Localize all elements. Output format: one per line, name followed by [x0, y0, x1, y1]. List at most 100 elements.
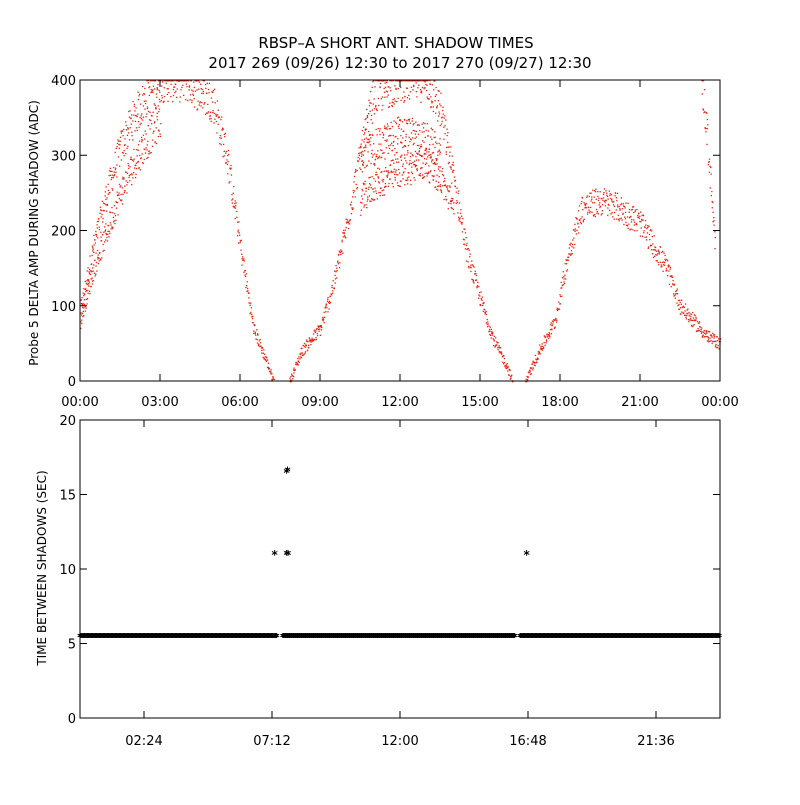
data-point — [190, 80, 192, 82]
data-point — [181, 86, 183, 89]
data-point — [139, 154, 141, 157]
data-point — [631, 219, 633, 221]
data-point — [650, 244, 653, 247]
data-point — [180, 89, 182, 91]
data-point — [371, 156, 374, 158]
data-point — [454, 180, 456, 182]
data-point — [354, 196, 356, 198]
baseline-point: * — [221, 631, 227, 644]
data-point — [376, 154, 378, 156]
data-point — [424, 158, 426, 160]
baseline-point: * — [704, 631, 710, 644]
data-point — [540, 348, 543, 351]
data-point — [380, 187, 382, 189]
data-point — [398, 124, 400, 126]
baseline-point: * — [604, 631, 610, 644]
data-point — [443, 138, 445, 140]
data-point — [298, 361, 300, 364]
data-point — [97, 220, 99, 222]
data-point — [145, 100, 147, 102]
data-point — [366, 115, 369, 117]
data-point — [645, 224, 647, 226]
data-point — [265, 356, 267, 358]
baseline-point: * — [299, 631, 305, 644]
data-point — [334, 282, 336, 284]
baseline-point: * — [594, 631, 600, 644]
data-point — [626, 216, 629, 218]
baseline-point: * — [437, 631, 443, 644]
baseline-point: * — [192, 631, 198, 644]
data-point — [366, 108, 368, 111]
data-point — [657, 249, 659, 251]
data-point — [301, 354, 303, 356]
data-point — [406, 80, 408, 82]
data-point — [203, 80, 206, 82]
data-point — [666, 275, 669, 277]
data-point — [341, 241, 343, 243]
data-point — [188, 86, 190, 88]
data-point — [364, 183, 366, 185]
data-point — [442, 173, 444, 176]
data-point — [459, 220, 461, 223]
data-point — [96, 270, 98, 272]
data-point — [127, 165, 130, 167]
data-point — [440, 117, 443, 119]
data-point — [388, 105, 390, 108]
data-point — [357, 160, 359, 163]
data-point — [300, 348, 302, 350]
data-point — [379, 86, 381, 88]
data-point — [704, 335, 706, 338]
data-point — [406, 177, 409, 179]
baseline-point: * — [189, 631, 195, 644]
data-point — [445, 195, 447, 198]
data-point — [87, 267, 89, 269]
data-point — [223, 143, 225, 146]
data-point — [420, 167, 422, 169]
data-point — [394, 173, 396, 175]
data-point — [401, 142, 403, 144]
baseline-point: * — [627, 631, 633, 644]
data-point — [208, 88, 210, 91]
data-point — [506, 367, 508, 369]
data-point — [271, 373, 273, 375]
baseline-point: * — [576, 631, 582, 644]
data-point — [308, 340, 311, 342]
data-point — [140, 122, 142, 124]
data-point — [296, 362, 298, 364]
data-point — [458, 219, 460, 221]
data-point — [332, 280, 334, 282]
data-point — [336, 270, 338, 272]
data-point — [95, 252, 97, 254]
baseline-point: * — [272, 631, 278, 644]
data-point — [397, 88, 399, 90]
baseline-point: * — [571, 631, 577, 644]
baseline-point: * — [139, 631, 145, 644]
data-point — [454, 185, 456, 188]
data-point — [158, 108, 161, 110]
data-point — [103, 226, 106, 228]
data-point — [312, 339, 314, 341]
data-point — [447, 208, 449, 210]
data-point — [223, 155, 225, 157]
data-point — [584, 204, 586, 207]
data-point — [362, 150, 364, 153]
baseline-point: * — [232, 631, 238, 644]
baseline-point: * — [168, 631, 174, 644]
baseline-point: * — [286, 631, 292, 644]
baseline-point: * — [179, 631, 185, 644]
baseline-point: * — [202, 631, 208, 644]
data-point — [169, 80, 171, 82]
baseline-point: * — [449, 631, 455, 644]
data-point — [135, 162, 137, 164]
data-point — [387, 170, 389, 172]
baseline-point: * — [125, 631, 131, 644]
data-point — [592, 202, 594, 204]
baseline-point: * — [636, 631, 642, 644]
data-point — [612, 216, 614, 218]
data-point — [640, 211, 642, 213]
data-point — [200, 105, 202, 107]
baseline-point: * — [670, 631, 676, 644]
baseline-point: * — [303, 631, 309, 644]
data-point — [129, 174, 131, 176]
data-point — [382, 194, 384, 196]
